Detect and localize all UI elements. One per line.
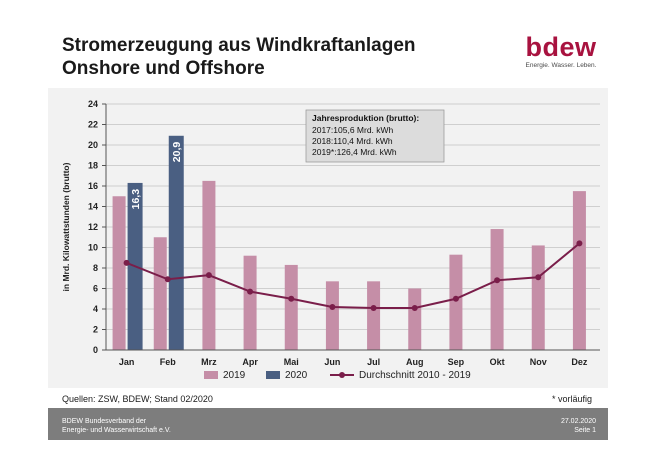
y-axis-label: in Mrd. Kilowattstunden (brutto): [61, 162, 71, 291]
bar-2019: [408, 288, 422, 350]
average-point: [576, 240, 583, 247]
y-tick-label: 24: [88, 99, 98, 109]
footnote: * vorläufig: [551, 394, 592, 404]
y-tick-label: 14: [88, 202, 98, 212]
y-tick-label: 10: [88, 243, 98, 253]
average-point: [164, 276, 171, 283]
average-point: [247, 288, 254, 295]
legend-swatch-2020: [266, 371, 280, 379]
average-point: [494, 277, 501, 284]
average-point: [370, 304, 377, 311]
data-label-2020: 16,3: [130, 189, 142, 210]
footer-date: 27.02.2020: [560, 418, 596, 425]
bar-2019: [367, 281, 381, 350]
average-point: [535, 274, 542, 281]
bar-2019: [449, 254, 463, 350]
average-point: [205, 272, 212, 279]
source-note: Quellen: ZSW, BDEW; Stand 02/2020: [62, 394, 213, 404]
footer-bar: BDEW Bundesverband der Energie- und Wass…: [48, 408, 608, 440]
bar-2019: [531, 245, 545, 350]
title-line-2: Onshore und Offshore: [62, 58, 265, 79]
y-tick-label: 16: [88, 181, 98, 191]
y-tick-label: 8: [93, 263, 98, 273]
average-point: [329, 303, 336, 310]
y-tick-label: 12: [88, 222, 98, 232]
bar-2019: [112, 196, 126, 350]
x-tick-label: Apr: [242, 357, 258, 367]
y-tick-label: 0: [93, 345, 98, 355]
annotation-line: 2017:105,6 Mrd. kWh: [312, 125, 394, 135]
y-tick-label: 22: [88, 120, 98, 130]
x-tick-label: Nov: [530, 357, 547, 367]
x-tick-label: Dez: [571, 357, 588, 367]
x-tick-label: Mai: [284, 357, 299, 367]
annotation-box: [305, 109, 445, 163]
chart-frame: 16,3 20,9 0 2 4 6 8 10 12 14 16 18 20 22 24 in Mrd. Ki…: [48, 88, 608, 388]
average-point: [452, 295, 459, 302]
bar-2020: [168, 135, 184, 350]
bar-2019: [572, 191, 586, 350]
x-tick-label: Jan: [119, 357, 135, 367]
average-point: [411, 304, 418, 311]
y-tick-label: 20: [88, 140, 98, 150]
y-tick-label: 18: [88, 161, 98, 171]
legend-swatch-average-point: [339, 372, 345, 378]
footer-org-line-1: BDEW Bundesverband der: [62, 418, 147, 425]
annotation-line: 2019*:126,4 Mrd. kWh: [312, 147, 397, 157]
bar-2019: [243, 255, 257, 350]
footer-meta: 27.02.2020 Seite 1: [561, 417, 596, 435]
x-tick-label: Aug: [406, 357, 424, 367]
page-title: Stromerzeugung aus Windkraftanlagen Onsh…: [62, 34, 416, 80]
x-tick-label: Okt: [490, 357, 505, 367]
y-tick-label: 2: [93, 325, 98, 335]
footer-org-line-2: Energie- und Wasserwirtschaft e.V.: [62, 427, 171, 434]
x-tick-label: Jun: [324, 357, 340, 367]
legend-label-2020: 2020: [285, 370, 308, 381]
x-tick-label: Sep: [448, 357, 465, 367]
legend-label-average: Durchschnitt 2010 - 2019: [359, 370, 471, 381]
footer-org: BDEW Bundesverband der Energie- und Wass…: [62, 417, 171, 435]
y-tick-label: 6: [93, 284, 98, 294]
x-tick-label: Feb: [160, 357, 177, 367]
logo-wordmark: bdew: [525, 32, 597, 62]
data-label-2020: 20,9: [171, 142, 183, 163]
legend-swatch-2019: [204, 371, 218, 379]
bar-2019: [153, 237, 167, 350]
annotation-title: Jahresproduktion (brutto):: [312, 113, 419, 123]
average-point: [123, 259, 130, 266]
bar-2019: [284, 264, 298, 350]
average-point: [288, 295, 295, 302]
average-line: [126, 242, 581, 309]
y-tick-label: 4: [93, 304, 98, 314]
legend-label-2019: 2019: [223, 370, 246, 381]
x-tick-label: Mrz: [201, 357, 217, 367]
footer-page: Seite 1: [574, 427, 596, 434]
bar-2019: [490, 229, 504, 350]
logo-tagline: Energie. Wasser. Leben.: [525, 62, 597, 69]
bar-2019: [202, 180, 216, 350]
bar-2019: [325, 281, 339, 350]
annotation-line: 2018:110,4 Mrd. kWh: [312, 136, 393, 146]
title-line-1: Stromerzeugung aus Windkraftanlagen: [62, 35, 416, 56]
bdew-logo: bdew Energie. Wasser. Leben.: [522, 32, 600, 70]
x-tick-label: Jul: [367, 357, 380, 367]
